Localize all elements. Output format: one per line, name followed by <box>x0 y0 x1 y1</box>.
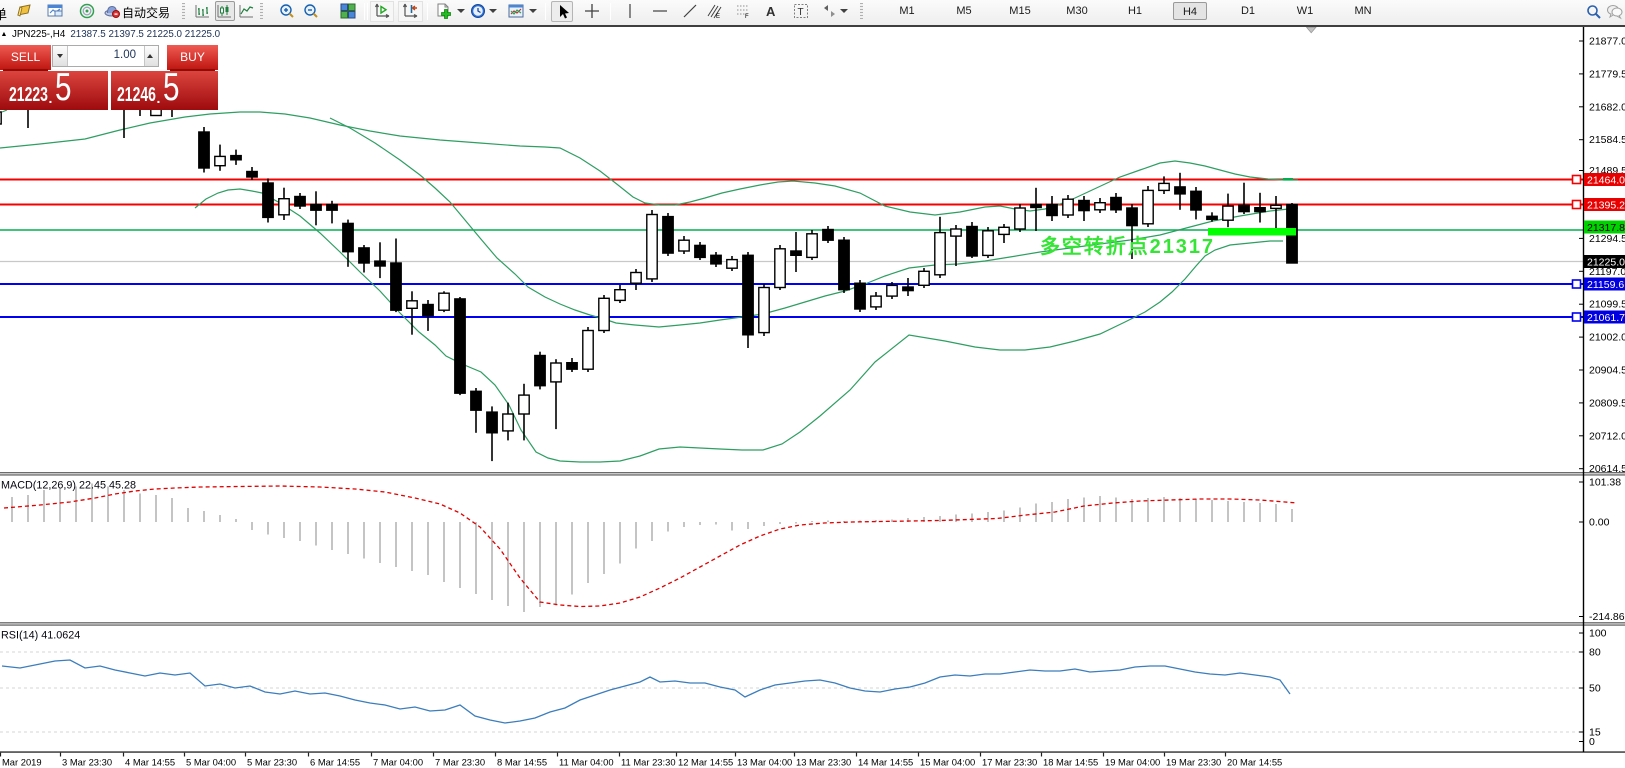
svg-text:21584.5: 21584.5 <box>1589 134 1625 146</box>
svg-text:7 Mar 04:00: 7 Mar 04:00 <box>373 757 423 768</box>
svg-text:13 Mar 23:30: 13 Mar 23:30 <box>796 757 851 768</box>
svg-text:21395.2: 21395.2 <box>1587 199 1625 211</box>
svg-text:20904.5: 20904.5 <box>1589 365 1625 377</box>
svg-text:7 Mar 23:30: 7 Mar 23:30 <box>435 757 485 768</box>
svg-text:21294.5: 21294.5 <box>1589 233 1625 245</box>
svg-text:13 Mar 04:00: 13 Mar 04:00 <box>737 757 792 768</box>
svg-text:11 Mar 04:00: 11 Mar 04:00 <box>559 757 614 768</box>
svg-text:21682.0: 21682.0 <box>1589 101 1625 113</box>
svg-text:5 Mar 23:30: 5 Mar 23:30 <box>247 757 297 768</box>
svg-text:21099.5: 21099.5 <box>1589 299 1625 311</box>
svg-text:15 Mar 04:00: 15 Mar 04:00 <box>920 757 975 768</box>
svg-text:15: 15 <box>1589 727 1601 739</box>
svg-text:20712.0: 20712.0 <box>1589 430 1625 442</box>
svg-text:E: E <box>716 14 720 19</box>
svg-text:4 Mar 14:55: 4 Mar 14:55 <box>125 757 175 768</box>
svg-text:12 Mar 14:55: 12 Mar 14:55 <box>678 757 733 768</box>
svg-text:80: 80 <box>1589 647 1601 659</box>
svg-text:21002.0: 21002.0 <box>1589 332 1625 344</box>
svg-text:20809.5: 20809.5 <box>1589 397 1625 409</box>
svg-text:21225.0: 21225.0 <box>1587 256 1625 268</box>
svg-text:3 Mar 23:30: 3 Mar 23:30 <box>62 757 112 768</box>
svg-text:19 Mar 04:00: 19 Mar 04:00 <box>1105 757 1160 768</box>
svg-text:21877.0: 21877.0 <box>1589 36 1625 48</box>
svg-text:6 Mar 14:55: 6 Mar 14:55 <box>310 757 360 768</box>
svg-text:多空转折点21317: 多空转折点21317 <box>1040 234 1213 258</box>
svg-text:RSI(14) 41.0624: RSI(14) 41.0624 <box>1 630 80 642</box>
svg-text:T: T <box>798 7 804 18</box>
svg-text:19 Mar 23:30: 19 Mar 23:30 <box>1166 757 1221 768</box>
svg-text:Mar 2019: Mar 2019 <box>2 757 42 768</box>
svg-text:5 Mar 04:00: 5 Mar 04:00 <box>186 757 236 768</box>
svg-text:21779.5: 21779.5 <box>1589 68 1625 80</box>
svg-text:21197.0: 21197.0 <box>1589 266 1625 278</box>
svg-text:8 Mar 14:55: 8 Mar 14:55 <box>497 757 547 768</box>
svg-text:21159.6: 21159.6 <box>1587 279 1624 291</box>
svg-text:F: F <box>745 14 749 19</box>
svg-text:0: 0 <box>1589 736 1595 748</box>
svg-text:17 Mar 23:30: 17 Mar 23:30 <box>982 757 1037 768</box>
svg-text:14 Mar 14:55: 14 Mar 14:55 <box>858 757 913 768</box>
svg-text:21464.0: 21464.0 <box>1587 174 1625 186</box>
svg-text:20614.5: 20614.5 <box>1589 463 1625 475</box>
svg-text:21061.7: 21061.7 <box>1587 312 1625 324</box>
svg-text:11 Mar 23:30: 11 Mar 23:30 <box>621 757 676 768</box>
svg-text:18 Mar 14:55: 18 Mar 14:55 <box>1043 757 1098 768</box>
svg-text:21317.8: 21317.8 <box>1587 222 1625 234</box>
svg-text:-214.86: -214.86 <box>1589 611 1625 623</box>
svg-text:101.38: 101.38 <box>1589 477 1621 489</box>
svg-text:100: 100 <box>1589 628 1607 640</box>
svg-text:50: 50 <box>1589 683 1601 695</box>
svg-text:MACD(12,26,9) 22.45 45.28: MACD(12,26,9) 22.45 45.28 <box>1 480 136 492</box>
svg-text:20 Mar 14:55: 20 Mar 14:55 <box>1227 757 1282 768</box>
svg-text:0.00: 0.00 <box>1589 517 1610 529</box>
